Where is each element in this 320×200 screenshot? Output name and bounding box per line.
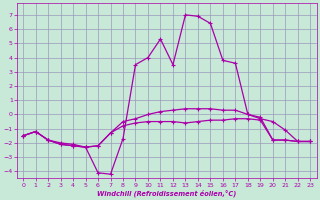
X-axis label: Windchill (Refroidissement éolien,°C): Windchill (Refroidissement éolien,°C) bbox=[97, 189, 236, 197]
